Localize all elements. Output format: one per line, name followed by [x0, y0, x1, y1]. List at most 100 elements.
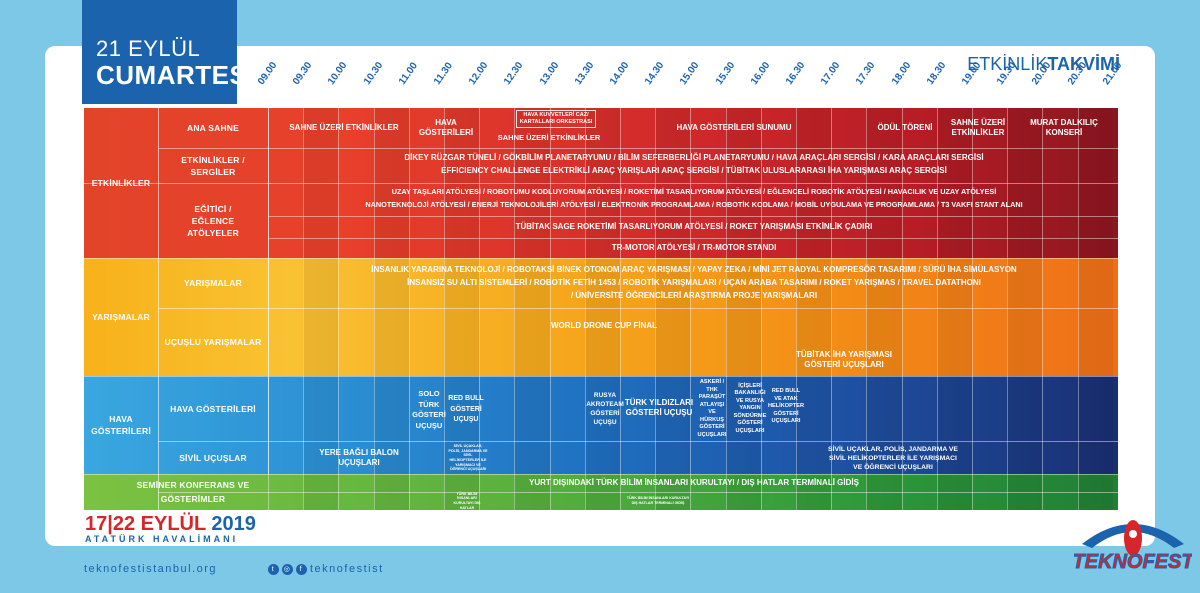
event-hava-gosterileri: HAVA GÖSTERİLERİ [418, 117, 474, 138]
event-kuvvetleri: HAVA KUVVETLERİ CAZ/ KARTALLARI ORKESTRA… [516, 110, 596, 128]
twitter-icon[interactable]: t [268, 563, 279, 575]
time-shade [655, 108, 691, 510]
social-handle[interactable]: t ◎ f teknofestist [268, 563, 384, 575]
time-gridline [725, 108, 727, 510]
sub-etkinlikler-sergiler: ETKİNLİKLER / SERGİLER [181, 154, 245, 177]
footer-date: 17|22 EYLÜL 2019 ATATÜRK HAVALİMANI [85, 513, 256, 544]
time-gridline [584, 108, 586, 510]
footer-date-b: 22 EYLÜL [112, 513, 206, 535]
time-gridline [1007, 108, 1009, 510]
section-hava [84, 376, 1118, 474]
date-line2: CUMARTESİ [96, 60, 256, 90]
event-yarisma-3: / ÜNİVERSİTE ÖĞRENCİLERİ ARAŞTIRMA PROJE… [570, 290, 818, 300]
event-sahne-uzeri-2: SAHNE ÜZERİ ETKİNLİKLER [497, 132, 601, 142]
time-gridline [796, 108, 797, 510]
event-odul: ÖDÜL TÖRENİ [877, 122, 933, 132]
title-light: ETKİNLİK [967, 54, 1048, 74]
time-shade [1007, 108, 1043, 510]
row-divider [268, 238, 1118, 239]
section-yarismalar [84, 258, 1118, 376]
event-sergiler-2: EFFICIENCY CHALLENGE ELEKTRİKLİ ARAÇ YAR… [441, 165, 947, 175]
time-gridline [514, 108, 516, 510]
logo-wing [1082, 524, 1184, 548]
row-divider [158, 441, 1118, 442]
section-seminer [84, 474, 1118, 510]
time-gridline [444, 108, 445, 510]
event-sivil: SİVİL UÇAKLAR, POLİS, JANDARMA VE SİVİL … [828, 445, 958, 471]
event-konser: MURAT DALKILIÇ KONSERİ [1030, 117, 1098, 138]
event-yarisma-1: İNSANLIK YARARINA TEKNOLOJİ / ROBOTAKSİ … [371, 264, 1017, 274]
time-shade [514, 108, 550, 510]
time-gridline [831, 108, 833, 510]
time-shade [373, 108, 409, 510]
group-yarismalar: YARIŞMALAR [92, 312, 150, 322]
logo-text: TEKNOFEST [1074, 551, 1192, 573]
event-seminer-small-2: TÜRK BİLİM İNSANLARI KURULTAYI DIŞ HATLA… [626, 496, 690, 505]
footer-date-a: 17 [85, 513, 108, 535]
row-divider [84, 474, 1118, 475]
row-divider [84, 258, 1118, 259]
sub-egitici: EĞİTİCİ / EĞLENCE ATÖLYELER [187, 203, 239, 238]
time-gridline [690, 108, 692, 510]
date-box: 21 EYLÜL CUMARTESİ [82, 0, 256, 104]
col-divider [268, 108, 269, 474]
row-divider [84, 376, 1118, 377]
instagram-icon[interactable]: ◎ [282, 563, 293, 575]
section-etkinlikler [84, 108, 1118, 258]
event-balon: YERE BAĞLI BALON UÇUŞLARI [319, 447, 399, 468]
time-gridline [866, 108, 868, 510]
row-divider [268, 216, 1118, 217]
page-title: ETKİNLİKTAKVİMİ [967, 54, 1120, 75]
social-handle-text: teknofestist [310, 563, 384, 575]
facebook-icon[interactable]: f [296, 563, 307, 575]
event-trmotor: TR-MOTOR ATÖLYESİ / TR-MOTOR STANDI [611, 242, 777, 252]
time-shade [303, 108, 339, 510]
date-line1: 21 EYLÜL [96, 36, 201, 61]
time-gridline [303, 108, 305, 510]
event-redbull-2: RED BULL VE ATAK HELİKOPTER GÖSTERİ UÇUŞ… [767, 388, 805, 425]
time-gridline [1077, 108, 1079, 510]
time-gridline [408, 108, 410, 510]
sub-yarismalar: YARIŞMALAR [184, 278, 242, 288]
website-link[interactable]: teknofestistanbul.org [84, 563, 218, 575]
event-drone: WORLD DRONE CUP FİNAL [550, 320, 658, 330]
time-shade [866, 108, 902, 510]
time-gridline [1042, 108, 1044, 510]
time-shade [796, 108, 832, 510]
footer-date-sep: | [107, 513, 113, 535]
footer-date-year: 2019 [211, 513, 256, 535]
event-sahne-uzeri: SAHNE ÜZERİ ETKİNLİKLER [289, 122, 399, 132]
time-gridline [760, 108, 762, 510]
time-gridline [655, 108, 657, 510]
time-gridline [620, 108, 621, 510]
teknofest-logo: TEKNOFEST [1074, 520, 1192, 574]
time-shade [936, 108, 972, 510]
group-hava: HAVA GÖSTERİLERİ [91, 414, 151, 436]
col-divider [158, 108, 159, 510]
event-solo: SOLO TÜRK GÖSTERİ UÇUŞU [412, 389, 446, 430]
group-etkinlikler: ETKİNLİKLER [91, 178, 151, 188]
time-gridline [972, 108, 973, 510]
time-gridline [338, 108, 340, 510]
footer-date-main: 17|22 EYLÜL 2019 [85, 513, 256, 536]
event-kurultay: YURT DIŞINDAKİ TÜRK BİLİM İNSANLARI KURU… [529, 477, 859, 487]
schedule-grid: ETKİNLİKLER YARIŞMALAR HAVA GÖSTERİLERİ … [84, 108, 1118, 510]
event-turk: TÜRK YILDIZLARI GÖSTERİ UÇUŞU [624, 397, 694, 418]
time-shade [584, 108, 620, 510]
sub-hava-gosterileri: HAVA GÖSTERİLERİ [170, 403, 256, 414]
event-sahne-uzeri-3: SAHNE ÜZERİ ETKİNLİKLER [950, 117, 1006, 138]
title-bold: TAKVİMİ [1047, 54, 1120, 74]
row-divider [158, 148, 1118, 149]
event-sivil-small: SİVİL UÇAKLAR, POLİS, JANDARMA VE SİVİL … [448, 444, 488, 472]
event-yarisma-2: İNSANSIZ SU ALTI SİSTEMLERİ / ROBOTİK FE… [407, 277, 981, 287]
logo-window [1129, 530, 1137, 538]
sub-ucuslu: UÇUŞLU YARIŞMALAR [164, 337, 262, 347]
row-divider [158, 492, 1118, 493]
sub-ana-sahne: ANA SAHNE [186, 123, 239, 133]
event-icisleri: İÇİŞLERİ BAKANLIĞI VE RUSYA YANGIN SÖNDÜ… [733, 382, 767, 434]
time-gridline [549, 108, 551, 510]
event-atolye-2: NANOTEKNOLOJİ ATÖLYESİ / ENERJİ TEKNOLOJ… [365, 199, 1023, 209]
sub-sivil: SİVİL UÇUŞLAR [179, 452, 247, 463]
time-gridline [901, 108, 903, 510]
event-atolye-1: UZAY TAŞLARI ATÖLYESİ / ROBOTUMU KODLUYO… [391, 186, 997, 196]
